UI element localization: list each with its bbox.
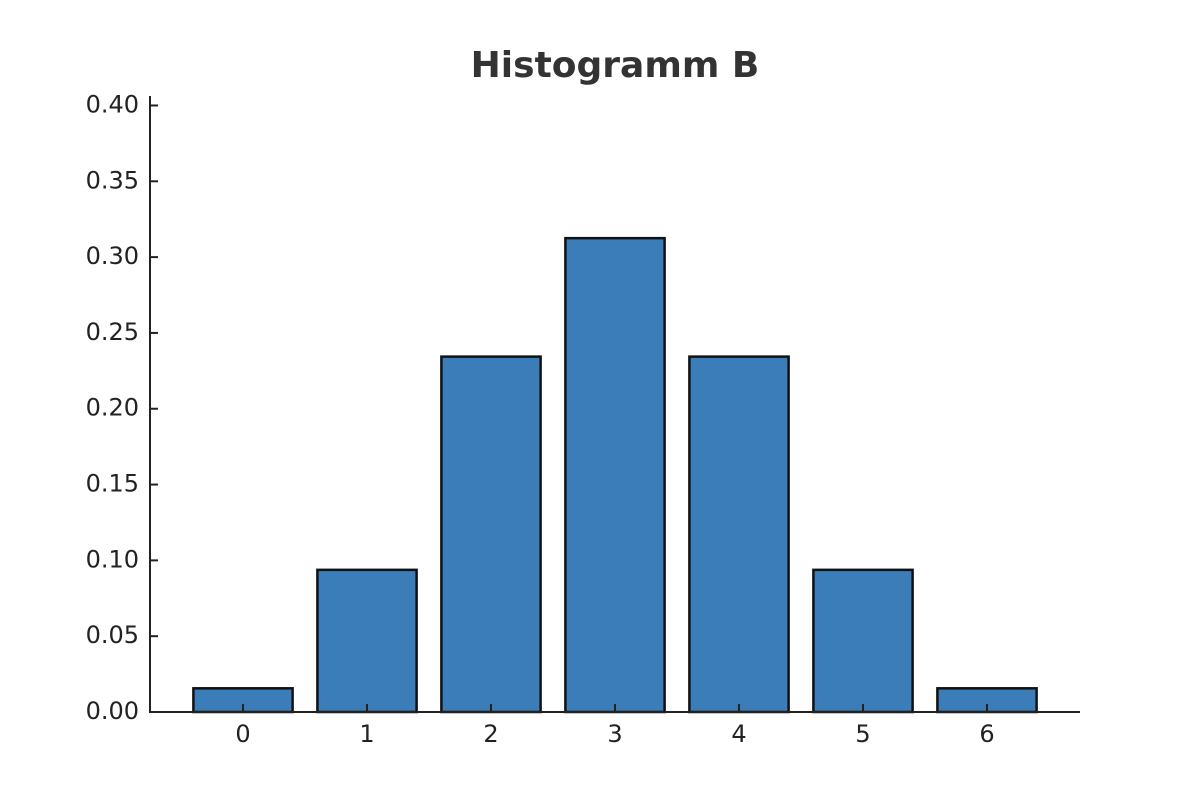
- bar: [316, 568, 418, 714]
- y-tick-label: 0.15: [86, 470, 139, 498]
- x-tick-label: 0: [235, 720, 250, 748]
- x-tick-label: 1: [359, 720, 374, 748]
- bar: [440, 355, 542, 714]
- x-tick-label: 6: [979, 720, 994, 748]
- y-tick-label: 0.40: [86, 90, 139, 118]
- chart-title: Histogramm B: [471, 45, 760, 86]
- y-tick-label: 0.35: [86, 166, 139, 194]
- x-tick-label: 4: [731, 720, 746, 748]
- x-tick-label: 2: [483, 720, 498, 748]
- bar: [688, 355, 790, 714]
- x-tick-label: 5: [855, 720, 870, 748]
- x-tick-label: 3: [607, 720, 622, 748]
- bar: [564, 236, 666, 714]
- bar: [812, 568, 914, 714]
- y-tick-label: 0.25: [86, 318, 139, 346]
- y-tick-label: 0.30: [86, 242, 139, 270]
- y-tick-label: 0.00: [86, 697, 139, 725]
- y-tick-label: 0.20: [86, 394, 139, 422]
- y-tick-label: 0.05: [86, 621, 139, 649]
- y-tick-label: 0.10: [86, 545, 139, 573]
